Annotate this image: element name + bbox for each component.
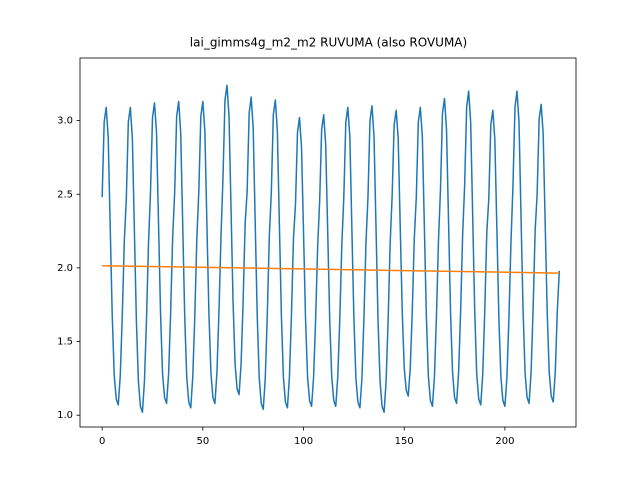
y-tick-label: 3.0 [57, 116, 73, 127]
y-tick-label: 1.0 [57, 410, 73, 421]
x-tick-label: 0 [99, 436, 105, 447]
x-tick-label: 50 [196, 436, 209, 447]
y-tick-label: 2.0 [57, 263, 73, 274]
plot-frame [79, 57, 577, 428]
x-tick-label: 100 [294, 436, 313, 447]
data-line [101, 84, 561, 414]
chart-title: lai_gimms4g_m2_m2 RUVUMA (also ROVUMA) [190, 36, 467, 50]
x-tick-label: 200 [495, 436, 514, 447]
y-tick-label: 1.5 [57, 337, 73, 348]
data-line [102, 264, 560, 274]
x-tick-label: 150 [395, 436, 414, 447]
y-tick-label: 2.5 [57, 189, 73, 200]
